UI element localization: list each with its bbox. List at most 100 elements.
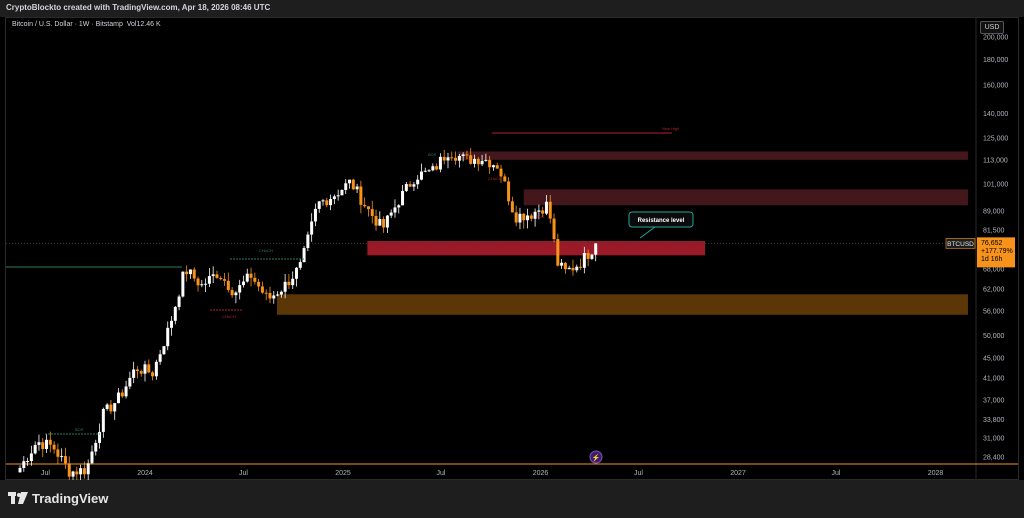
candle-down (264, 292, 268, 294)
candle-up (306, 234, 310, 249)
y-tick-label: 62,000 (983, 287, 1005, 294)
candle-up (397, 205, 401, 208)
candle-up (276, 294, 280, 296)
zone-support (277, 294, 968, 315)
candle-up (113, 403, 117, 412)
candle-up (533, 211, 537, 219)
candle-down (488, 159, 492, 168)
candle-up (491, 165, 495, 168)
y-tick-label: 31,000 (983, 436, 1005, 443)
candle-up (18, 468, 22, 473)
candle-down (230, 290, 234, 296)
candle-up (302, 248, 306, 263)
candle-up (560, 262, 564, 266)
candle-down (139, 371, 143, 374)
candle-down (529, 215, 533, 219)
candle-up (484, 159, 488, 161)
candle-down (442, 156, 446, 161)
candle-up (416, 179, 420, 185)
candle-down (359, 186, 363, 205)
candle-down (522, 213, 526, 221)
candle-up (393, 207, 397, 213)
candle-down (257, 281, 261, 287)
y-tick-label: 28,400 (983, 455, 1005, 462)
candle-up (154, 361, 158, 377)
candle-down (196, 278, 200, 286)
candle-up (37, 442, 41, 445)
candle-up (348, 179, 352, 184)
candle-down (120, 392, 124, 397)
y-tick-label: 37,000 (983, 398, 1005, 405)
candle-down (571, 267, 575, 271)
y-tick-label: 41,000 (983, 375, 1005, 382)
candle-up (200, 284, 204, 286)
candle-up (166, 327, 170, 347)
candle-down (147, 364, 151, 373)
candle-up (389, 212, 393, 216)
y-tick-label: 101,000 (983, 182, 1008, 189)
x-tick-label: 2027 (730, 470, 746, 477)
price-tag-countdown: 1d 16h (981, 256, 1003, 263)
resistance-callout-pointer (639, 226, 656, 239)
candle-up (177, 296, 181, 307)
zone-upper-supply-2 (523, 189, 968, 206)
tradingview-brand: TradingView (32, 491, 109, 506)
candle-up (272, 295, 276, 299)
x-tick-label: 2026 (533, 470, 549, 477)
candle-down (48, 439, 52, 445)
candle-down (507, 181, 511, 202)
candle-up (283, 281, 287, 292)
candle-up (518, 213, 522, 223)
candle-up (336, 195, 340, 197)
candle-down (510, 201, 514, 213)
candle-down (249, 273, 253, 278)
candle-up (480, 160, 484, 165)
candle-up (29, 453, 33, 462)
candle-up (575, 266, 579, 271)
y-tick-label: 160,000 (983, 83, 1008, 90)
candle-up (594, 243, 598, 255)
candle-up (124, 386, 128, 397)
attribution-text: CryptoBlockto created with TradingView.c… (6, 3, 271, 12)
candle-up (378, 219, 382, 226)
candle-up (22, 461, 26, 469)
candle-down (226, 280, 230, 291)
candle-down (75, 471, 79, 475)
x-tick-label: Jul (239, 470, 248, 477)
last-price-tag: BTCUSD 76,652+177.79%1d 16h (945, 237, 1015, 268)
candle-up (317, 201, 321, 209)
candle-up (71, 471, 75, 477)
candle-down (579, 266, 583, 268)
candle-down (450, 157, 454, 159)
price-chart[interactable]: 28,400 31,000 33,800 37,000 41,000 45,000 50,0… (0, 0, 1024, 480)
candle-down (135, 369, 139, 372)
candle-up (446, 157, 450, 161)
candle-up (526, 215, 530, 221)
candle-up (423, 170, 427, 172)
candle-up (245, 273, 249, 282)
x-tick-label: 2028 (928, 470, 944, 477)
y-tick-label: 200,000 (983, 35, 1008, 42)
candle-up (294, 267, 298, 279)
candle-up (298, 262, 302, 268)
currency-button[interactable]: USD (980, 21, 1004, 34)
candle-up (33, 444, 37, 454)
candle-down (552, 218, 556, 240)
candle-down (82, 468, 86, 475)
candle-up (291, 278, 295, 286)
candle-up (329, 199, 333, 206)
symbol-tag-box (945, 238, 976, 249)
candle-up (94, 442, 98, 452)
candle-down (499, 168, 503, 177)
x-tick-label: 2025 (335, 470, 351, 477)
resistance-callout-label: Resistance level (638, 218, 685, 224)
footer-bar (0, 480, 1024, 518)
candle-up (427, 170, 431, 172)
candle-down (41, 442, 45, 449)
candle-down (548, 201, 552, 219)
candle-up (401, 190, 405, 206)
candle-up (457, 156, 461, 161)
resistance-callout-box (628, 211, 694, 228)
candle-down (219, 277, 223, 280)
candle-up (385, 215, 389, 228)
